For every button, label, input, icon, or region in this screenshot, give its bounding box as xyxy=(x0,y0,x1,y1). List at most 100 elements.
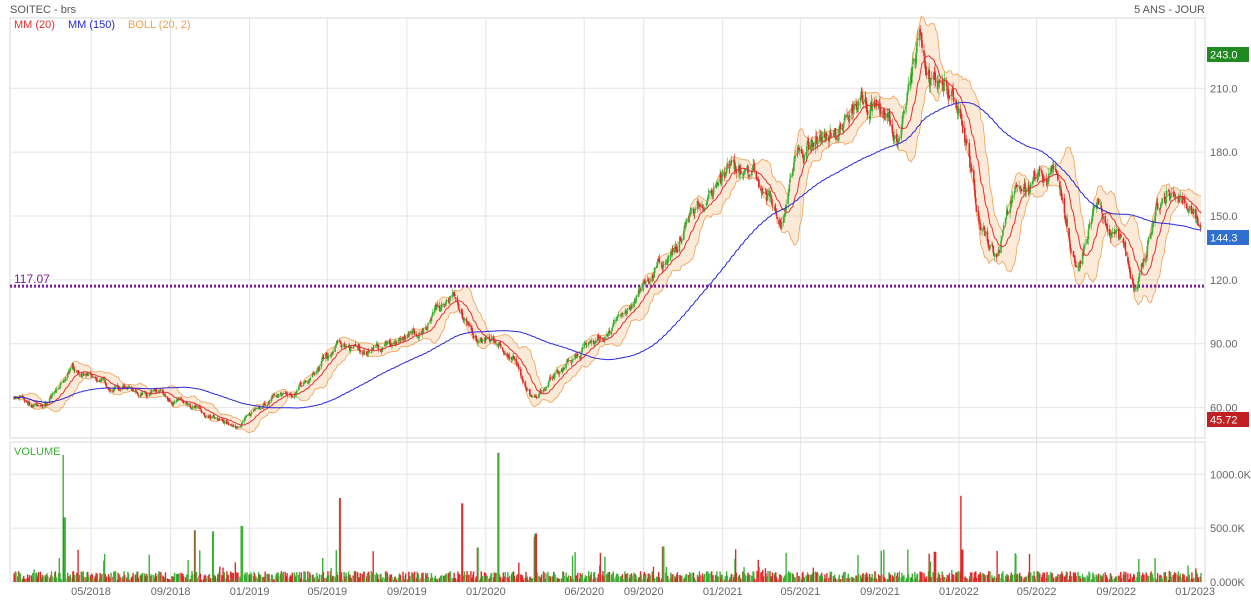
candle-body xyxy=(48,398,51,403)
candle-body xyxy=(67,371,70,374)
candle-body xyxy=(878,104,881,111)
volume-bar xyxy=(638,577,640,582)
volume-bar xyxy=(164,572,167,582)
volume-bar xyxy=(654,578,656,582)
candle-body xyxy=(1102,215,1105,220)
volume-bar xyxy=(481,575,484,582)
volume-tick-label: 0.000K xyxy=(1210,577,1246,589)
volume-bar xyxy=(182,576,185,582)
volume-bar xyxy=(178,573,180,582)
candle-body xyxy=(53,392,55,394)
candle-body xyxy=(422,330,425,332)
candle-body xyxy=(1090,221,1093,225)
candle-body xyxy=(892,131,894,137)
candle-body xyxy=(477,340,479,344)
candle-body xyxy=(793,156,796,163)
candle-body xyxy=(529,389,531,396)
candle-body xyxy=(348,345,351,349)
candle-body xyxy=(798,147,800,150)
candle-body xyxy=(311,373,314,378)
candle-body xyxy=(60,383,63,384)
candle-body xyxy=(978,221,981,224)
candle-body xyxy=(984,231,987,235)
candle-body xyxy=(90,375,93,377)
volume-bar xyxy=(518,562,520,582)
candle-body xyxy=(644,280,647,284)
candle-body xyxy=(23,398,26,401)
volume-bar xyxy=(104,573,106,582)
candle-body xyxy=(774,208,777,213)
candle-body xyxy=(350,347,353,348)
candle-body xyxy=(316,369,319,371)
candle-body xyxy=(309,377,312,381)
candle-body xyxy=(173,401,176,404)
volume-bar xyxy=(1156,573,1159,582)
time-tick-label: 01/2019 xyxy=(230,586,270,598)
volume-bar xyxy=(894,572,896,582)
candle-body xyxy=(1014,187,1017,190)
time-tick-label: 09/2021 xyxy=(860,586,900,598)
candle-body xyxy=(81,375,83,378)
candle-body xyxy=(318,366,321,371)
candle-body xyxy=(472,335,475,339)
candle-body xyxy=(195,406,197,408)
candle-body xyxy=(439,307,442,312)
volume-bar xyxy=(231,572,233,582)
candle-body xyxy=(955,100,958,108)
candle-body xyxy=(291,395,294,397)
candle-body xyxy=(545,387,547,391)
volume-bar xyxy=(273,579,275,582)
candle-body xyxy=(253,409,256,411)
volume-bar xyxy=(1048,574,1050,582)
candle-body xyxy=(965,141,968,143)
candle-body xyxy=(136,392,139,395)
volume-bar xyxy=(731,573,733,582)
volume-bar xyxy=(866,576,869,582)
candle-body xyxy=(19,395,22,397)
candle-body xyxy=(445,299,448,304)
volume-bar xyxy=(136,571,139,582)
candle-body xyxy=(452,291,454,297)
candle-body xyxy=(24,400,26,402)
candle-body xyxy=(932,73,935,80)
candle-body xyxy=(334,347,336,352)
volume-bar xyxy=(368,575,371,582)
volume-bar xyxy=(877,574,880,582)
support-value-label: 117.07 xyxy=(14,272,50,286)
volume-bar xyxy=(214,576,216,582)
volume-bar xyxy=(536,572,538,582)
candle-body xyxy=(488,339,491,342)
candle-body xyxy=(1147,243,1149,245)
volume-bar xyxy=(142,572,144,582)
candle-body xyxy=(996,255,998,257)
candle-body xyxy=(554,372,556,375)
volume-bar xyxy=(939,578,941,582)
volume-bar xyxy=(819,575,821,582)
candle-body xyxy=(272,394,275,397)
candle-body xyxy=(155,389,158,393)
volume-bar xyxy=(569,576,572,582)
candle-body xyxy=(164,394,167,396)
candle-body xyxy=(1160,203,1163,206)
candle-body xyxy=(725,167,728,174)
legend-ma150: MM (150) xyxy=(68,19,115,31)
volume-bar xyxy=(500,576,502,582)
volume-bar xyxy=(762,576,765,582)
candle-body xyxy=(861,91,863,98)
candle-body xyxy=(662,265,664,269)
volume-bar xyxy=(78,574,81,582)
candle-body xyxy=(861,96,864,101)
volume-bar xyxy=(153,574,155,582)
candle-body xyxy=(1063,197,1066,214)
candle-body xyxy=(276,395,279,397)
volume-bars xyxy=(13,452,1202,582)
volume-bar xyxy=(593,571,596,582)
candle-body xyxy=(610,331,613,335)
volume-bar xyxy=(513,575,516,582)
candle-body xyxy=(540,390,542,392)
candle-body xyxy=(51,393,53,397)
candle-body xyxy=(1031,180,1034,184)
candle-body xyxy=(869,109,872,120)
candle-body xyxy=(447,300,450,301)
candle-body xyxy=(343,343,346,347)
